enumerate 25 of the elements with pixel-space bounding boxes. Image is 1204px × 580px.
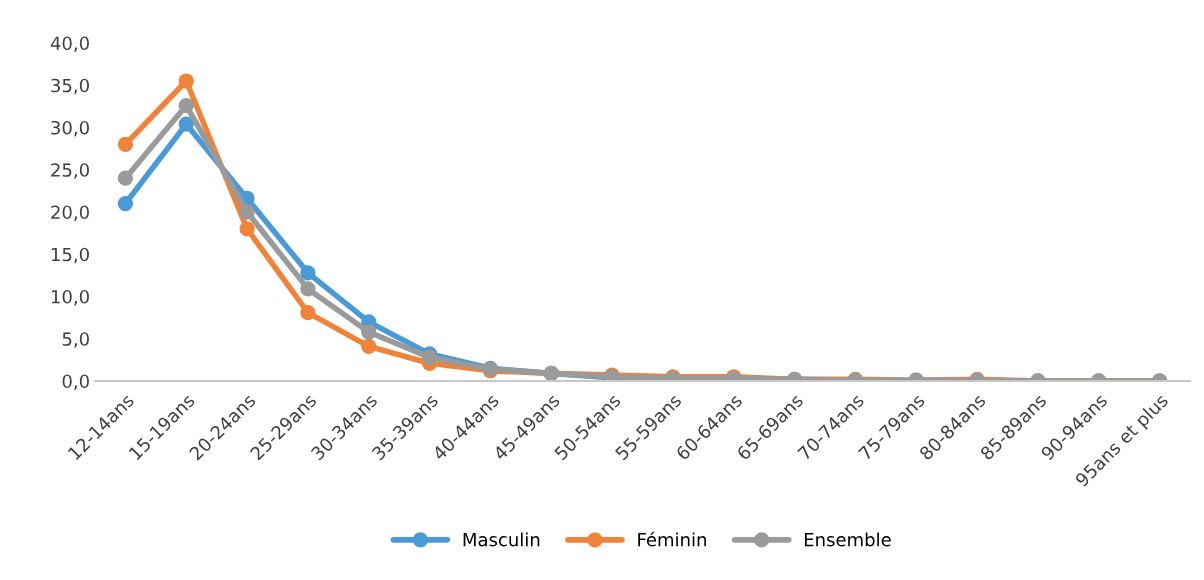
y-tick-label: 35,0 [51, 78, 89, 95]
point [361, 338, 377, 354]
point [117, 170, 134, 186]
point [239, 221, 255, 237]
legend-label: Féminin [638, 531, 706, 547]
point [178, 73, 194, 89]
y-tick-label: 15,0 [51, 247, 89, 264]
point [300, 265, 316, 281]
y-tick-label: 25,0 [51, 163, 89, 179]
legend-label: Ensemble [804, 532, 891, 547]
y-tick-label: 0,0 [62, 374, 89, 390]
point [117, 195, 134, 212]
point [300, 281, 316, 297]
y-tick-label: 40,0 [50, 36, 89, 52]
point [239, 204, 255, 220]
legend-label: Masculin [463, 532, 540, 547]
point [361, 324, 377, 340]
y-tick-label: 30,0 [51, 120, 89, 137]
point [300, 304, 316, 321]
point [178, 97, 194, 114]
point [117, 136, 134, 153]
y-tick-label: 10,0 [51, 289, 89, 306]
point [178, 116, 194, 132]
y-tick-label: 5,0 [62, 332, 89, 348]
y-tick-label: 20,0 [51, 205, 89, 221]
